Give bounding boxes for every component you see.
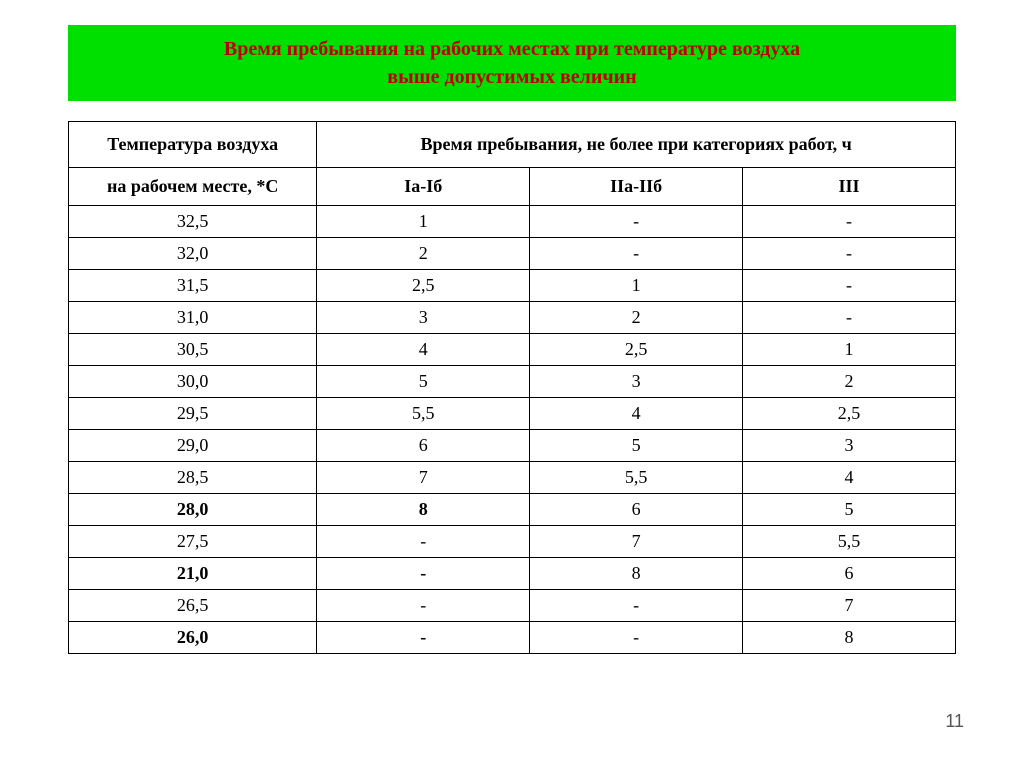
cell-cat2: - (530, 238, 743, 270)
table-row: 30,0532 (69, 366, 956, 398)
cell-cat2: 1 (530, 270, 743, 302)
cell-cat1: 1 (317, 206, 530, 238)
cell-cat3: 4 (743, 462, 956, 494)
page-number: 11 (945, 711, 964, 732)
table-row: 31,52,51- (69, 270, 956, 302)
subheader-temperature: на рабочем месте, *С (69, 168, 317, 206)
subheader-cat3: III (743, 168, 956, 206)
cell-cat1: 2 (317, 238, 530, 270)
cell-cat1: - (317, 526, 530, 558)
cell-cat3: - (743, 238, 956, 270)
cell-temp: 32,5 (69, 206, 317, 238)
cell-cat1: - (317, 622, 530, 654)
cell-temp: 26,0 (69, 622, 317, 654)
cell-cat3: - (743, 270, 956, 302)
cell-cat1: 3 (317, 302, 530, 334)
cell-cat2: 2 (530, 302, 743, 334)
cell-temp: 30,5 (69, 334, 317, 366)
cell-cat3: 6 (743, 558, 956, 590)
cell-cat3: 5 (743, 494, 956, 526)
subheader-cat2: IIа-IIб (530, 168, 743, 206)
cell-cat3: 1 (743, 334, 956, 366)
cell-temp: 27,5 (69, 526, 317, 558)
cell-cat3: 5,5 (743, 526, 956, 558)
cell-cat2: 2,5 (530, 334, 743, 366)
cell-temp: 29,5 (69, 398, 317, 430)
table-header-row-2: на рабочем месте, *С Iа-Iб IIа-IIб III (69, 168, 956, 206)
cell-cat2: 6 (530, 494, 743, 526)
cell-cat1: 7 (317, 462, 530, 494)
cell-cat3: 8 (743, 622, 956, 654)
cell-cat1: - (317, 558, 530, 590)
title-line-1: Время пребывания на рабочих местах при т… (88, 35, 936, 63)
cell-cat1: 5,5 (317, 398, 530, 430)
cell-cat1: 5 (317, 366, 530, 398)
cell-temp: 31,0 (69, 302, 317, 334)
table-row: 31,032- (69, 302, 956, 334)
table-row: 26,0--8 (69, 622, 956, 654)
table-row: 27,5-75,5 (69, 526, 956, 558)
cell-cat2: 3 (530, 366, 743, 398)
cell-cat3: 2 (743, 366, 956, 398)
cell-cat3: - (743, 206, 956, 238)
cell-cat2: - (530, 622, 743, 654)
cell-temp: 30,0 (69, 366, 317, 398)
title-line-2: выше допустимых величин (88, 63, 936, 91)
cell-cat2: 4 (530, 398, 743, 430)
subheader-cat1: Iа-Iб (317, 168, 530, 206)
header-time: Время пребывания, не более при категория… (317, 122, 956, 168)
cell-cat3: 3 (743, 430, 956, 462)
cell-cat1: 2,5 (317, 270, 530, 302)
cell-cat2: - (530, 206, 743, 238)
table-row: 32,02-- (69, 238, 956, 270)
cell-temp: 26,5 (69, 590, 317, 622)
table-row: 21,0-86 (69, 558, 956, 590)
cell-temp: 28,0 (69, 494, 317, 526)
cell-cat3: - (743, 302, 956, 334)
cell-cat1: 4 (317, 334, 530, 366)
table-row: 28,0865 (69, 494, 956, 526)
temperature-table: Температура воздуха Время пребывания, не… (68, 121, 956, 654)
cell-cat2: - (530, 590, 743, 622)
cell-cat1: 6 (317, 430, 530, 462)
table-row: 29,55,542,5 (69, 398, 956, 430)
table-body: 32,51--32,02--31,52,51-31,032-30,542,513… (69, 206, 956, 654)
cell-temp: 28,5 (69, 462, 317, 494)
cell-temp: 31,5 (69, 270, 317, 302)
cell-cat2: 8 (530, 558, 743, 590)
table-row: 28,575,54 (69, 462, 956, 494)
table-header-row-1: Температура воздуха Время пребывания, не… (69, 122, 956, 168)
table-row: 29,0653 (69, 430, 956, 462)
table-row: 26,5--7 (69, 590, 956, 622)
cell-cat3: 7 (743, 590, 956, 622)
cell-cat1: 8 (317, 494, 530, 526)
cell-cat2: 5,5 (530, 462, 743, 494)
cell-temp: 32,0 (69, 238, 317, 270)
header-temperature: Температура воздуха (69, 122, 317, 168)
cell-cat2: 7 (530, 526, 743, 558)
title-banner: Время пребывания на рабочих местах при т… (68, 25, 956, 101)
cell-temp: 21,0 (69, 558, 317, 590)
cell-cat2: 5 (530, 430, 743, 462)
table-row: 32,51-- (69, 206, 956, 238)
cell-cat1: - (317, 590, 530, 622)
cell-temp: 29,0 (69, 430, 317, 462)
cell-cat3: 2,5 (743, 398, 956, 430)
table-row: 30,542,51 (69, 334, 956, 366)
